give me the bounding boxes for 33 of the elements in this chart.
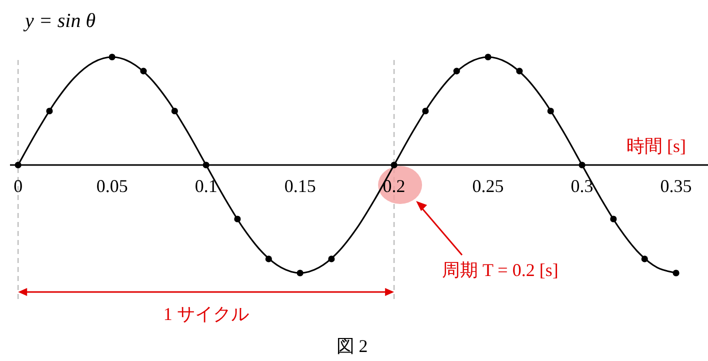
x-tick-label: 0.05	[96, 176, 128, 196]
point	[516, 68, 523, 74]
x-tick-label: 0.35	[660, 176, 692, 196]
point	[265, 256, 272, 262]
text: 1 サイクル	[163, 304, 249, 324]
point	[14, 162, 22, 168]
point	[296, 270, 304, 276]
x-tick-label: 0.1	[194, 176, 218, 196]
point	[108, 54, 116, 60]
point	[547, 108, 554, 114]
point	[672, 270, 680, 276]
point	[422, 108, 429, 114]
x-tick-label: 0.25	[472, 176, 504, 196]
point	[171, 108, 178, 114]
x-axis-title: 時間 [s]	[626, 136, 686, 156]
point	[484, 54, 492, 60]
point	[234, 216, 241, 222]
x-tick-label: 0	[14, 176, 23, 196]
point	[140, 68, 147, 74]
caption: 図 2	[336, 336, 368, 356]
point	[328, 256, 335, 262]
point	[46, 108, 53, 114]
annotation: 周期 T = 0.2 [s]	[442, 260, 558, 280]
chart-title: y = sin θ	[23, 10, 96, 32]
x-tick-label: 0.15	[284, 176, 316, 196]
point	[202, 162, 210, 168]
point	[390, 162, 398, 168]
point	[578, 162, 586, 168]
point	[641, 256, 648, 262]
x-tick-label: 0.3	[570, 176, 594, 196]
point	[610, 216, 617, 222]
x-tick-label: 0.2	[382, 176, 406, 196]
point	[453, 68, 460, 74]
